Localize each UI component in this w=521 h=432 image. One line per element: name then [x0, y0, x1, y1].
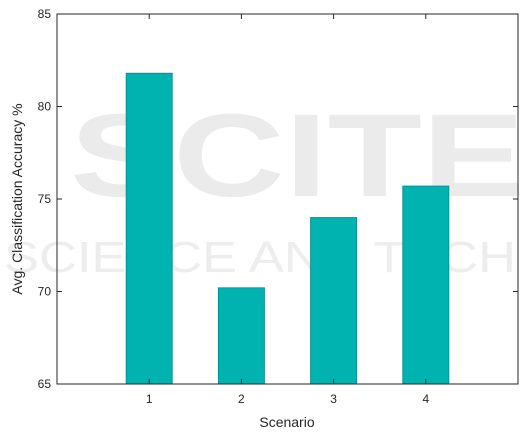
x-tick-label: 2: [238, 392, 245, 406]
y-tick-label: 65: [38, 377, 52, 391]
bar-3: [310, 217, 358, 385]
bar-1: [125, 72, 173, 385]
y-tick-label: 85: [38, 7, 52, 21]
y-tick-label: 75: [38, 192, 52, 206]
y-tick-label: 70: [38, 285, 52, 299]
bar-4: [402, 185, 450, 385]
y-axis-label: Avg. Classification Accuracy %: [9, 103, 25, 294]
x-tick-label: 1: [146, 392, 153, 406]
x-tick-label: 3: [330, 392, 337, 406]
bar-2: [217, 287, 265, 385]
axes-group: 65 70 75 80 85 1 2 3 4: [38, 7, 519, 406]
x-axis-label: Scenario: [259, 414, 314, 430]
y-tick-label: 80: [38, 100, 52, 114]
x-tick-label: 4: [422, 392, 429, 406]
bars-group: [125, 72, 450, 385]
